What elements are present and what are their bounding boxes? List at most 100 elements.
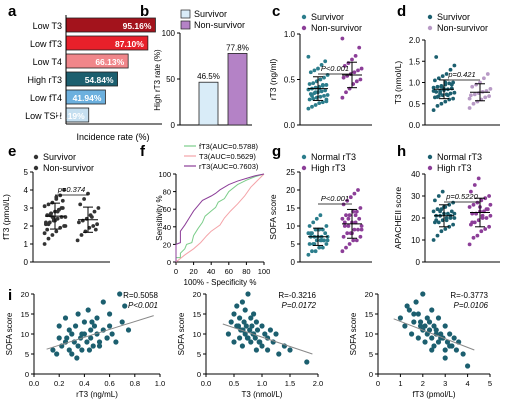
- d-y-tick-label: 0.5: [409, 100, 421, 109]
- g-y-tick-label: 5: [291, 240, 296, 249]
- f-legend-label: T3(AUC=0.5629): [199, 152, 256, 161]
- d-point: [483, 95, 488, 100]
- i2-point: [241, 319, 247, 325]
- i1-point: [69, 331, 75, 337]
- i3-point: [413, 299, 419, 305]
- i2-point: [253, 347, 259, 353]
- d-y-tick-label: 1.0: [409, 79, 421, 88]
- h-point: [447, 224, 452, 229]
- f-roc-curve: [175, 173, 265, 263]
- d-point: [452, 90, 457, 95]
- d-point: [485, 72, 490, 76]
- h-point: [452, 211, 457, 216]
- c-point: [318, 77, 323, 82]
- c-point: [325, 93, 330, 97]
- g-point: [342, 224, 347, 228]
- i2-point: [245, 291, 251, 297]
- i1-x-axis-label: rT3 (ng/mL): [76, 390, 118, 399]
- h-point: [484, 216, 489, 220]
- i1-point: [100, 299, 106, 305]
- g-point: [314, 216, 319, 221]
- i1-point: [88, 335, 94, 341]
- i2-point: [225, 331, 231, 337]
- i3-point: [409, 331, 415, 337]
- c-point: [354, 79, 359, 84]
- c-point: [310, 93, 314, 98]
- i1-point: [84, 339, 90, 345]
- d-point: [469, 93, 473, 98]
- g-point: [348, 195, 353, 200]
- i3-point: [431, 343, 437, 349]
- c-y-axis-label: rT3 (ng/ml): [268, 59, 278, 101]
- a-value-label: 41.94%: [73, 93, 102, 103]
- g-point: [352, 227, 357, 232]
- b-legend-label: Non-survivor: [194, 20, 245, 30]
- i3-annotation-p: P=0.0106: [454, 301, 489, 310]
- h-point: [435, 233, 440, 238]
- c-point: [306, 54, 311, 59]
- i3-x-tick-label: 3: [443, 379, 447, 388]
- i3-point: [424, 315, 430, 321]
- i1-point: [56, 335, 62, 341]
- i3-point: [442, 347, 448, 353]
- i1-point: [81, 319, 87, 325]
- e-y-tick-label: 3: [24, 204, 29, 213]
- i1-point: [75, 311, 81, 317]
- f-roc-curve: [175, 173, 265, 262]
- f-x-tick-label: 20: [189, 267, 197, 276]
- i2-point: [244, 335, 251, 341]
- g-legend-marker: [301, 165, 307, 171]
- i1-point: [89, 319, 95, 325]
- b-value-label: 46.5%: [197, 72, 220, 81]
- a-value-label: 66.13%: [95, 57, 124, 67]
- c-point: [359, 66, 364, 71]
- b-y-tick-label: 50: [166, 75, 175, 84]
- i3-point: [435, 339, 442, 345]
- e-legend-label: Non-survivor: [43, 163, 94, 173]
- h-point: [471, 235, 476, 240]
- e-point: [77, 220, 81, 225]
- g-point: [359, 224, 364, 228]
- i3-point: [433, 327, 439, 333]
- c-point: [340, 36, 345, 41]
- i1-x-tick-label: 1.0: [155, 379, 165, 388]
- d-point: [443, 99, 448, 104]
- g-y-tick-label: 25: [286, 168, 295, 177]
- a-category-label: Low T4: [33, 57, 62, 67]
- b-bar: [198, 81, 219, 126]
- b-value-label: 77.8%: [226, 43, 249, 52]
- c-point: [306, 106, 311, 111]
- d-point: [444, 72, 449, 76]
- h-y-tick-label: 10: [411, 236, 420, 245]
- i1-point: [64, 335, 70, 341]
- e-point: [75, 238, 80, 243]
- panel-letter-f: f: [140, 143, 146, 160]
- i2-point: [248, 315, 254, 321]
- e-y-tick-label: 4: [24, 186, 29, 195]
- g-point: [308, 231, 313, 236]
- c-point: [318, 94, 323, 99]
- e-point: [49, 211, 53, 216]
- i1-point: [125, 327, 132, 333]
- i2-y-tick-label: 0: [197, 370, 201, 379]
- panel-letter-e: e: [8, 143, 16, 160]
- i2-point: [239, 299, 245, 305]
- i1-point: [79, 331, 85, 337]
- b-y-axis-label: High rT3 rate (%): [153, 49, 162, 111]
- e-point: [90, 215, 94, 219]
- i1-y-axis-label: SOFA score: [5, 312, 14, 355]
- h-point: [436, 220, 441, 225]
- c-point: [307, 82, 312, 86]
- d-point: [431, 85, 436, 90]
- d-point: [451, 96, 455, 101]
- i3-fit-line: [393, 318, 475, 351]
- f-y-axis-label: Sensitivity %: [155, 195, 164, 240]
- i1-point: [72, 323, 79, 329]
- i1-point: [79, 347, 85, 353]
- d-y-tick-label: 0.0: [409, 121, 421, 130]
- h-point: [436, 194, 441, 198]
- i1-point: [107, 323, 113, 329]
- h-point: [447, 202, 452, 207]
- g-point: [341, 234, 346, 239]
